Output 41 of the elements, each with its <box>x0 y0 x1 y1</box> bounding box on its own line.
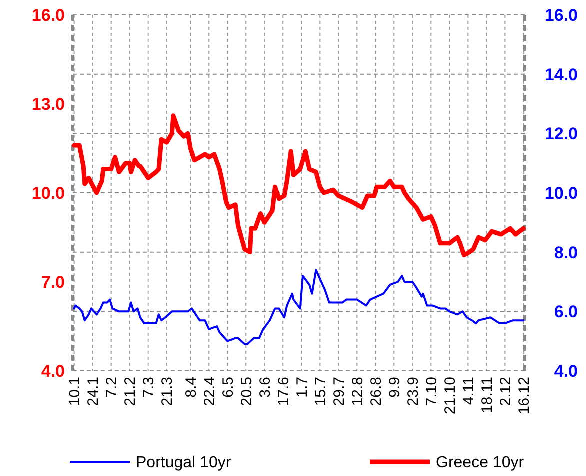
legend-label: Greece 10yr <box>436 454 525 472</box>
x-tick-label: 8.4 <box>182 377 200 398</box>
legend-label: Portugal 10yr <box>136 454 232 472</box>
x-tick-label: 20.5 <box>238 377 256 406</box>
x-tick-label: 4.11 <box>460 377 478 406</box>
x-tick-label: 21.3 <box>159 377 176 406</box>
x-tick-label: 21.2 <box>122 377 140 406</box>
y-tick-label: 10.0 <box>32 184 65 203</box>
x-tick-label: 7.3 <box>140 377 158 398</box>
x-tick-label: 15.7 <box>312 377 330 406</box>
x-tick-label: 2.12 <box>497 377 514 406</box>
x-tick-label: 24.1 <box>85 377 102 406</box>
line-series <box>72 114 526 258</box>
x-tick-label: 6.5 <box>220 377 237 398</box>
x-tick-label: 10.1 <box>66 377 84 406</box>
x-tick-label: 7.2 <box>104 377 121 398</box>
y2-tick-label: 14.0 <box>544 65 578 84</box>
y-tick-label: 16.0 <box>32 6 65 25</box>
x-tick-label: 12.8 <box>349 377 366 406</box>
y2-tick-label: 4.0 <box>554 362 578 381</box>
x-tick-label: 9.9 <box>386 377 404 398</box>
x-tick-label: 23.9 <box>404 377 422 406</box>
y-tick-label: 7.0 <box>41 272 65 292</box>
y-tick-label: 4.0 <box>41 362 65 381</box>
x-tick-label: 26.8 <box>368 377 385 406</box>
x-tick-label: 17.6 <box>275 377 292 406</box>
x-tick-label: 29.7 <box>330 377 348 406</box>
x-tick-label: 16.12 <box>516 377 533 415</box>
y2-tick-label: 10.0 <box>544 184 578 203</box>
y2-tick-label: 6.0 <box>554 302 578 322</box>
y2-tick-label: 12.0 <box>544 124 578 144</box>
x-tick-label: 21.10 <box>442 377 459 415</box>
x-tick-label: 22.4 <box>201 377 218 406</box>
line-series <box>73 269 525 346</box>
x-tick-label: 3.6 <box>256 377 274 398</box>
y2-tick-label: 16.0 <box>544 6 578 25</box>
x-tick-label: 7.10 <box>423 377 440 406</box>
y-tick-label: 13.0 <box>32 94 65 114</box>
y2-tick-label: 8.0 <box>554 243 578 262</box>
x-tick-label: 18.11 <box>478 377 496 414</box>
x-tick-label: 1.7 <box>294 377 311 398</box>
